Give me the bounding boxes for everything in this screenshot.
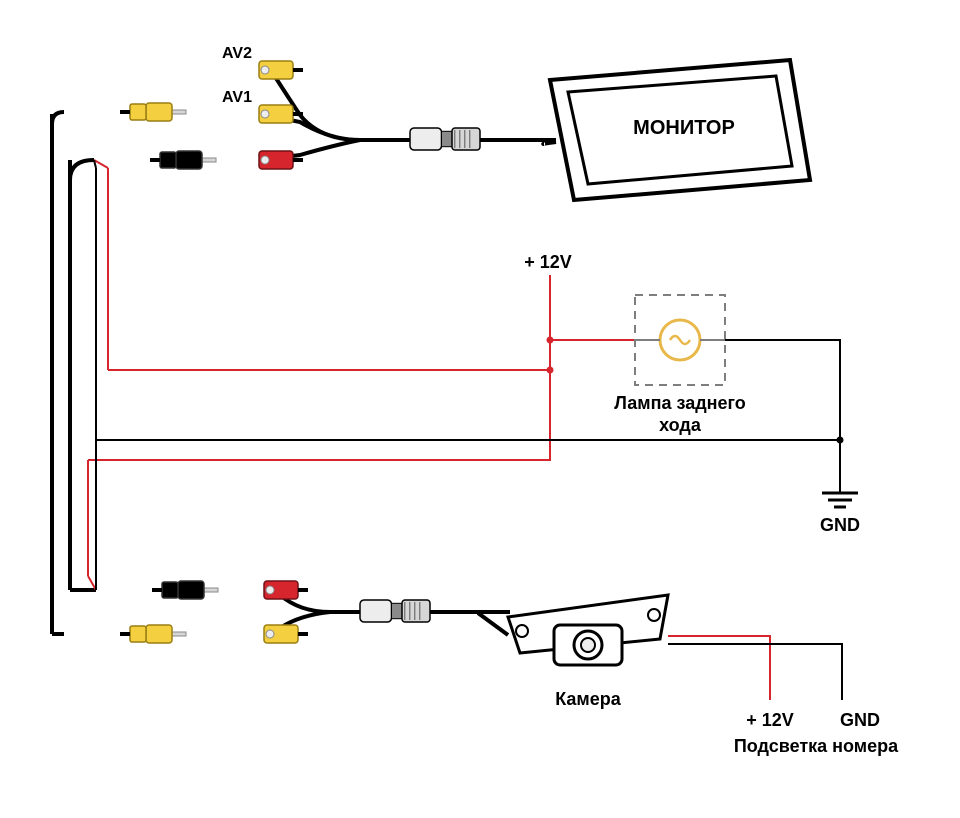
reverse-lamp-label-2: хода bbox=[659, 415, 702, 435]
inline-connector-top bbox=[410, 128, 480, 150]
plate-12v-label: + 12V bbox=[746, 710, 794, 730]
canvas-bg bbox=[0, 0, 960, 818]
junction-dot bbox=[547, 337, 554, 344]
plate-light-label: Подсветка номера bbox=[734, 736, 899, 756]
junction-dot bbox=[837, 437, 844, 444]
junction-dot bbox=[547, 367, 554, 374]
plate-gnd-label: GND bbox=[840, 710, 880, 730]
reverse-lamp-label-1: Лампа заднего bbox=[614, 393, 746, 413]
camera-label: Камера bbox=[555, 689, 622, 709]
av1-label: AV1 bbox=[222, 89, 252, 106]
plus12v-label: + 12V bbox=[524, 252, 572, 272]
av2-label: AV2 bbox=[222, 45, 252, 62]
wiring-diagram: МОНИТОР AV2 AV1 + 12V Лампа заднегохода GND Ка… bbox=[0, 0, 960, 818]
inline-connector-bottom bbox=[360, 600, 430, 622]
gnd-label: GND bbox=[820, 515, 860, 535]
monitor-label: МОНИТОР bbox=[633, 117, 735, 139]
